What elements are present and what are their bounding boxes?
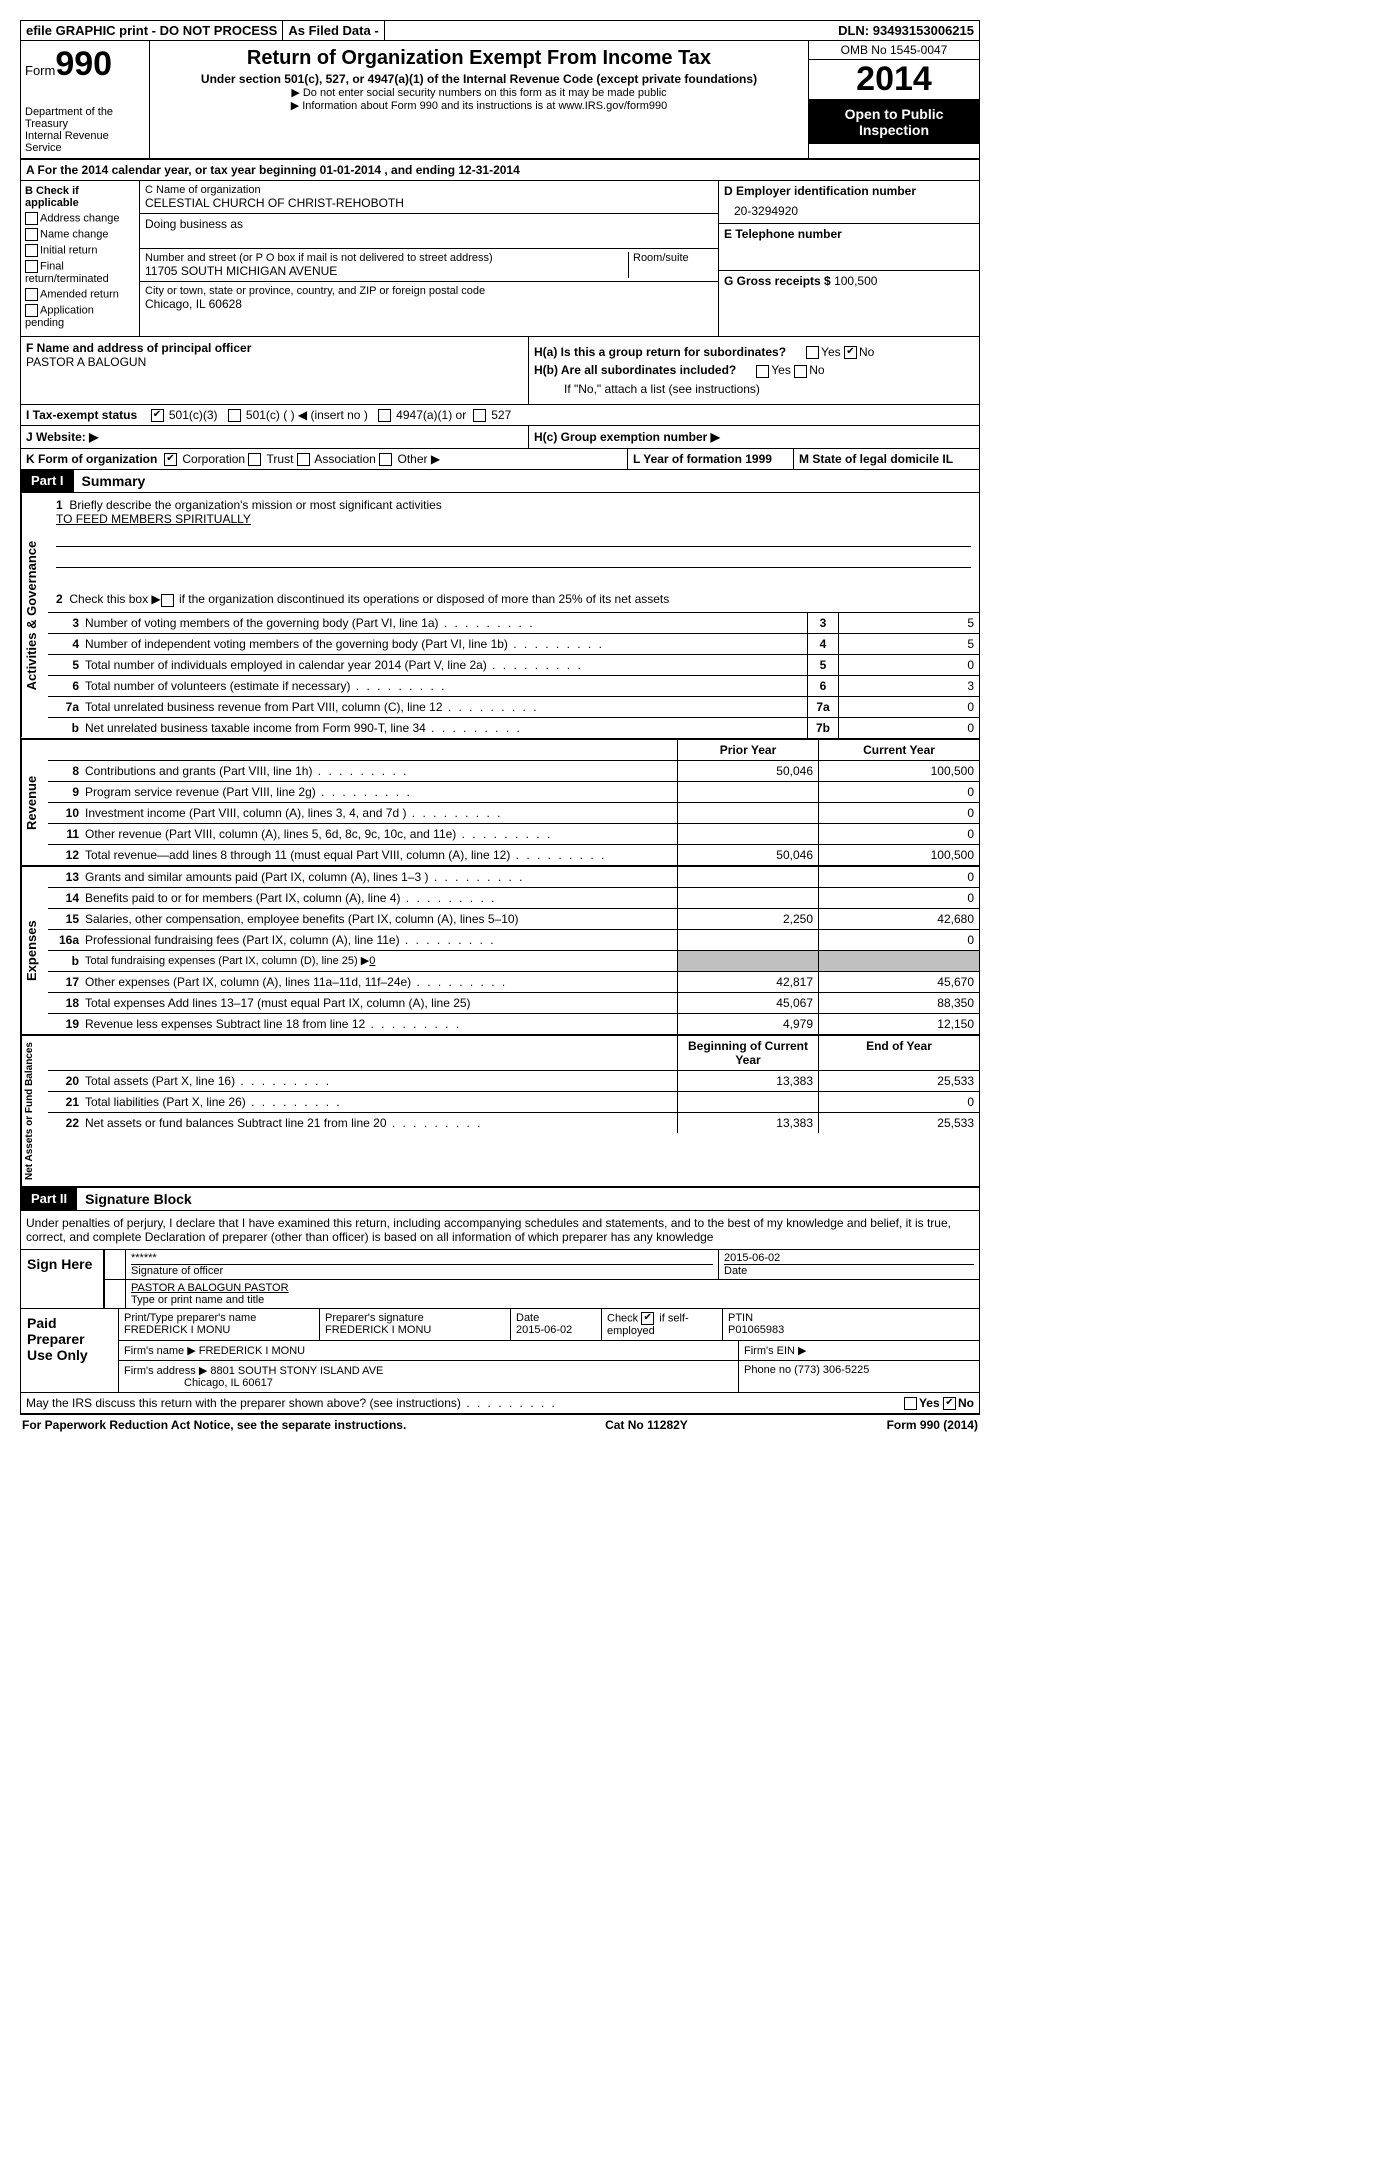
line-i: I Tax-exempt status 501(c)(3) 501(c) ( )… [21, 405, 979, 426]
line-klm: K Form of organization Corporation Trust… [21, 449, 979, 470]
block-f: F Name and address of principal officer … [21, 337, 529, 404]
signature-block: Under penalties of perjury, I declare th… [21, 1211, 979, 1414]
final-return-checkbox[interactable] [25, 260, 38, 273]
paid-preparer: Paid Preparer Use Only Print/Type prepar… [21, 1309, 979, 1393]
addr-change-checkbox[interactable] [25, 212, 38, 225]
assoc-checkbox[interactable] [297, 453, 310, 466]
hb-yes-checkbox[interactable] [756, 365, 769, 378]
block-b: B Check if applicable Address change Nam… [21, 181, 140, 336]
part1-header: Part I Summary [21, 470, 979, 493]
activities-governance: Activities & Governance 1 Briefly descri… [21, 493, 979, 739]
trust-checkbox[interactable] [248, 453, 261, 466]
org-name: CELESTIAL CHURCH OF CHRIST-REHOBOTH [145, 196, 713, 210]
block-c: C Name of organization CELESTIAL CHURCH … [140, 181, 719, 336]
initial-return-checkbox[interactable] [25, 244, 38, 257]
amended-checkbox[interactable] [25, 288, 38, 301]
revenue-section: Revenue Prior YearCurrent Year 8Contribu… [21, 740, 979, 867]
section-b: B Check if applicable Address change Nam… [21, 181, 979, 337]
block-h: H(a) Is this a group return for subordin… [529, 337, 979, 404]
expenses-section: Expenses 13Grants and similar amounts pa… [21, 867, 979, 1036]
app-pending-checkbox[interactable] [25, 304, 38, 317]
other-checkbox[interactable] [379, 453, 392, 466]
ha-no-checkbox[interactable] [844, 346, 857, 359]
block-deg: D Employer identification number 20-3294… [719, 181, 979, 336]
header-center: Return of Organization Exempt From Incom… [150, 41, 809, 158]
501c-checkbox[interactable] [228, 409, 241, 422]
header-right: OMB No 1545-0047 2014 Open to Public Ins… [809, 41, 979, 158]
4947-checkbox[interactable] [378, 409, 391, 422]
efile-notice: efile GRAPHIC print - DO NOT PROCESS [21, 21, 283, 40]
footer-line: For Paperwork Reduction Act Notice, see … [20, 1415, 980, 1435]
discuss-row: May the IRS discuss this return with the… [21, 1393, 979, 1414]
dln: DLN: 93493153006215 [833, 21, 979, 40]
irs-link[interactable]: www.IRS.gov/form990 [558, 100, 667, 112]
form-container: efile GRAPHIC print - DO NOT PROCESS As … [20, 20, 980, 1415]
501c3-checkbox[interactable] [151, 409, 164, 422]
form-header: Form990 Department of the Treasury Inter… [21, 41, 979, 160]
line-j-hc: J Website: ▶ H(c) Group exemption number… [21, 426, 979, 449]
name-change-checkbox[interactable] [25, 228, 38, 241]
sign-here: Sign Here ****** Signature of officer 20… [21, 1250, 979, 1309]
top-bar: efile GRAPHIC print - DO NOT PROCESS As … [21, 21, 979, 41]
discuss-yes-checkbox[interactable] [904, 1397, 917, 1410]
ein: 20-3294920 [724, 198, 974, 220]
as-filed: As Filed Data - [283, 21, 384, 40]
ha-yes-checkbox[interactable] [806, 346, 819, 359]
netassets-section: Net Assets or Fund Balances Beginning of… [21, 1036, 979, 1188]
self-employed-checkbox[interactable] [641, 1312, 654, 1325]
section-fh: F Name and address of principal officer … [21, 337, 979, 405]
line-a: A For the 2014 calendar year, or tax yea… [21, 160, 979, 181]
form-title: Return of Organization Exempt From Incom… [154, 47, 804, 70]
part2-header: Part II Signature Block [21, 1188, 979, 1211]
header-left: Form990 Department of the Treasury Inter… [21, 41, 150, 158]
discuss-no-checkbox[interactable] [943, 1397, 956, 1410]
527-checkbox[interactable] [473, 409, 486, 422]
corp-checkbox[interactable] [164, 453, 177, 466]
discontinued-checkbox[interactable] [161, 594, 174, 607]
hb-no-checkbox[interactable] [794, 365, 807, 378]
